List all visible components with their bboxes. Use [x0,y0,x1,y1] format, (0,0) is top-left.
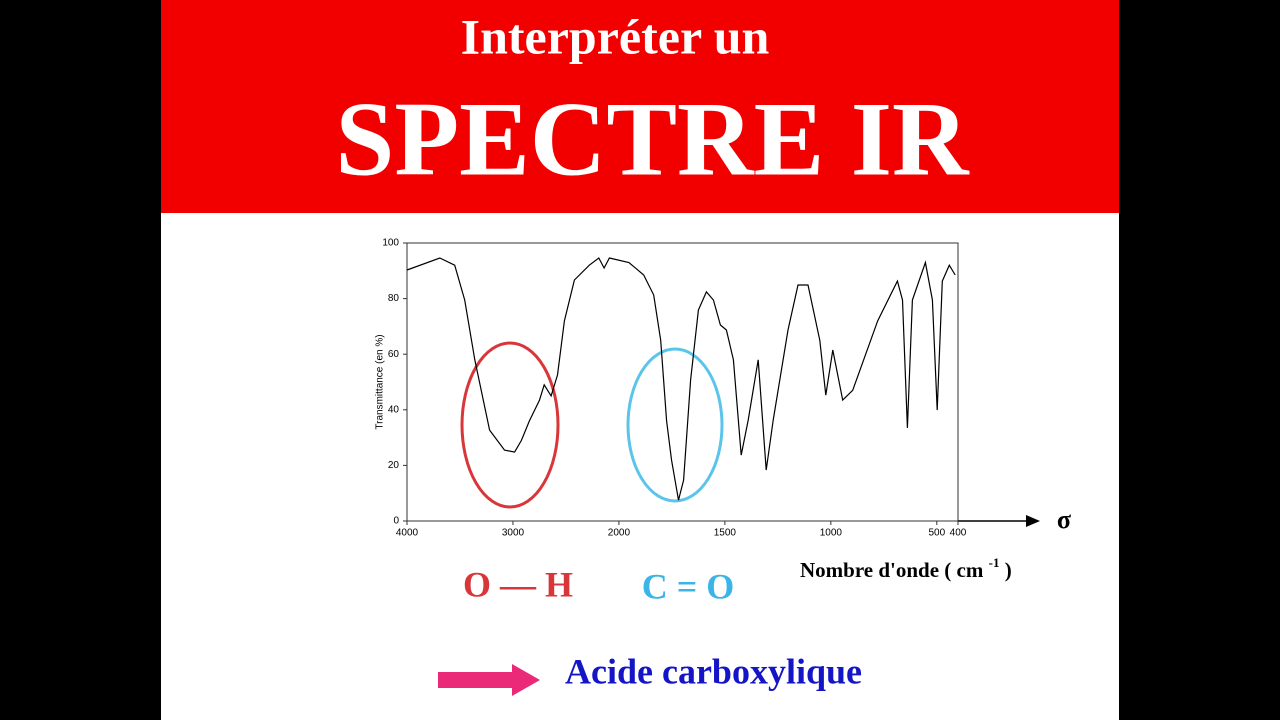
y-tick-label: 100 [382,238,399,249]
x-symbol: σ [1057,505,1071,534]
header-line2: SPECTRE IR [335,80,970,197]
axis-arrowhead [1026,515,1040,527]
header-band [161,0,1119,213]
y-tick-label: 80 [388,293,400,304]
x-label-exp: -1 [989,555,1000,570]
x-tick-label: 400 [950,528,967,539]
x-tick-label: 1000 [820,528,843,539]
y-tick-label: 20 [388,460,400,471]
arrow [438,664,540,696]
oh-label: O — H [463,564,573,604]
x-tick-label: 3000 [502,528,525,539]
co-circle [626,347,724,503]
y-tick-label: 40 [388,404,400,415]
x-tick-label: 2000 [608,528,631,539]
co-label: C = O [642,566,735,606]
plot-frame [406,242,959,522]
x-label-main: Nombre d'onde ( cm [800,558,984,582]
x-tick-label: 500 [928,528,945,539]
x-tick-label: 1500 [714,528,737,539]
x-axis-label: Nombre d'onde ( cm -1 ) [800,550,1012,582]
header-line1: Interpréter un [461,8,770,64]
y-tick-label: 60 [388,349,400,360]
conclusion: Acide carboxylique [565,651,862,691]
spectrum-line [406,257,956,501]
y-tick-label: 0 [393,516,399,527]
y-axis-label: Transmittance (en %) [375,334,386,429]
x-label-end: ) [1005,558,1012,582]
x-tick-label: 4000 [396,528,419,539]
oh-circle [460,341,560,509]
